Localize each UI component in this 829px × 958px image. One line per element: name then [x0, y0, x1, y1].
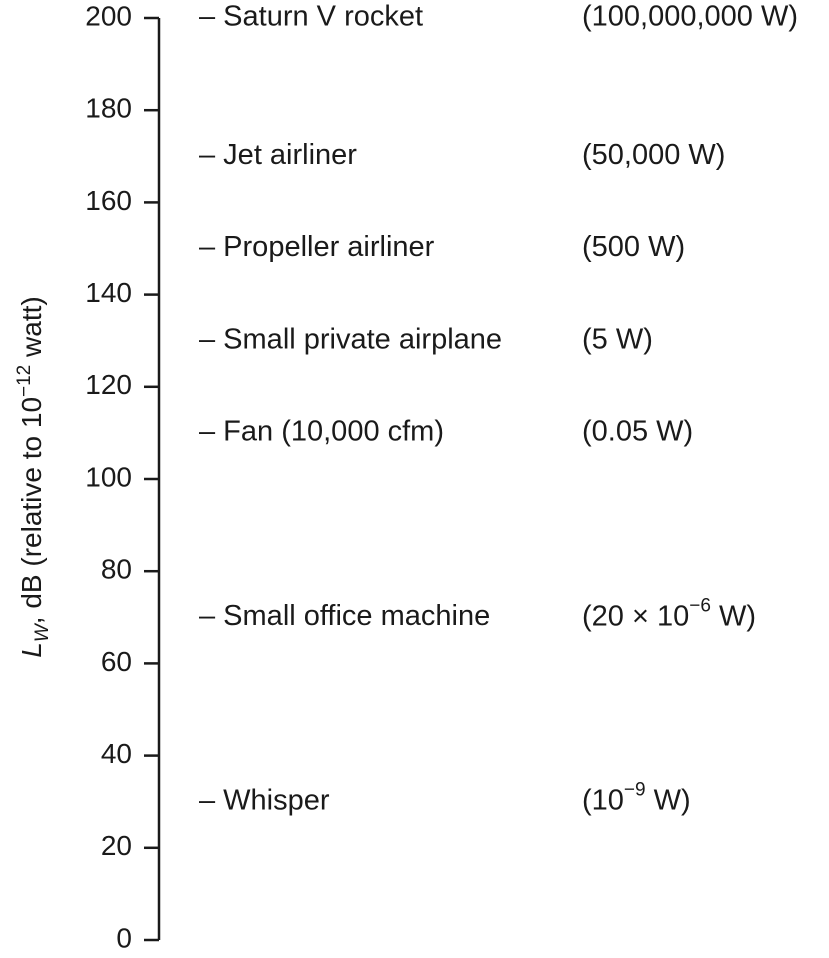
y-tick-label: 200 [85, 0, 132, 31]
power-suffix: W) [646, 784, 691, 816]
sound-power-label: (100,000,000 W) [582, 1, 798, 33]
y-tick-label: 60 [101, 646, 132, 677]
y-tick-label: 160 [85, 185, 132, 216]
power-prefix: (10 [582, 784, 624, 816]
y-tick-label: 20 [101, 830, 132, 861]
y-axis-title-text: LW, dB (relative to 10−12 watt) [14, 296, 53, 657]
source-item: – Saturn V rocket (100,000,000 W) [199, 1, 798, 33]
sound-power-label: (500 W) [582, 231, 685, 263]
source-label: – Whisper [199, 784, 330, 816]
power-prefix: (20 × 10 [582, 600, 689, 632]
sound-power-label: (0.05 W) [582, 416, 693, 448]
source-label: – Jet airliner [199, 139, 357, 171]
power-exponent: −6 [689, 595, 711, 616]
source-label: – Saturn V rocket [199, 1, 423, 33]
y-tick-label: 140 [85, 277, 132, 308]
source-items: – Saturn V rocket (100,000,000 W) – Jet ai… [199, 1, 798, 817]
y-tick-label: 40 [101, 738, 132, 769]
source-label: – Fan (10,000 cfm) [199, 416, 444, 448]
source-item: – Propeller airliner (500 W) [199, 231, 685, 263]
y-tick-label: 100 [85, 461, 132, 492]
y-axis-exponent: −12 [14, 365, 35, 397]
source-label: – Small office machine [199, 600, 490, 632]
source-item: – Whisper (10−9 W) [199, 780, 691, 817]
y-axis-ticks: 0 20 40 60 80 100 120 140 160 180 200 [85, 0, 159, 953]
y-tick-label: 180 [85, 93, 132, 124]
sound-power-label: (5 W) [582, 323, 653, 355]
source-label: – Propeller airliner [199, 231, 435, 263]
source-item: – Jet airliner (50,000 W) [199, 139, 725, 171]
source-item: – Small office machine (20 × 10−6 W) [199, 595, 756, 632]
power-suffix: W) [711, 600, 756, 632]
y-axis-title-part: watt) [16, 296, 47, 364]
power-exponent: −9 [624, 780, 646, 801]
y-axis-symbol: L [16, 642, 47, 658]
y-axis-title: LW, dB (relative to 10−12 watt) [14, 296, 53, 657]
y-tick-label: 0 [116, 922, 132, 953]
sound-power-label: (50,000 W) [582, 139, 725, 171]
source-item: – Fan (10,000 cfm) (0.05 W) [199, 416, 693, 448]
sound-power-label: (10−9 W) [582, 780, 691, 817]
y-axis-title-part: , dB (relative to 10 [16, 397, 47, 624]
y-axis-subscript: W [32, 622, 53, 642]
source-label: – Small private airplane [199, 323, 502, 355]
sound-power-label: (20 × 10−6 W) [582, 595, 756, 632]
y-tick-label: 120 [85, 369, 132, 400]
source-item: – Small private airplane (5 W) [199, 323, 653, 355]
y-tick-label: 80 [101, 554, 132, 585]
